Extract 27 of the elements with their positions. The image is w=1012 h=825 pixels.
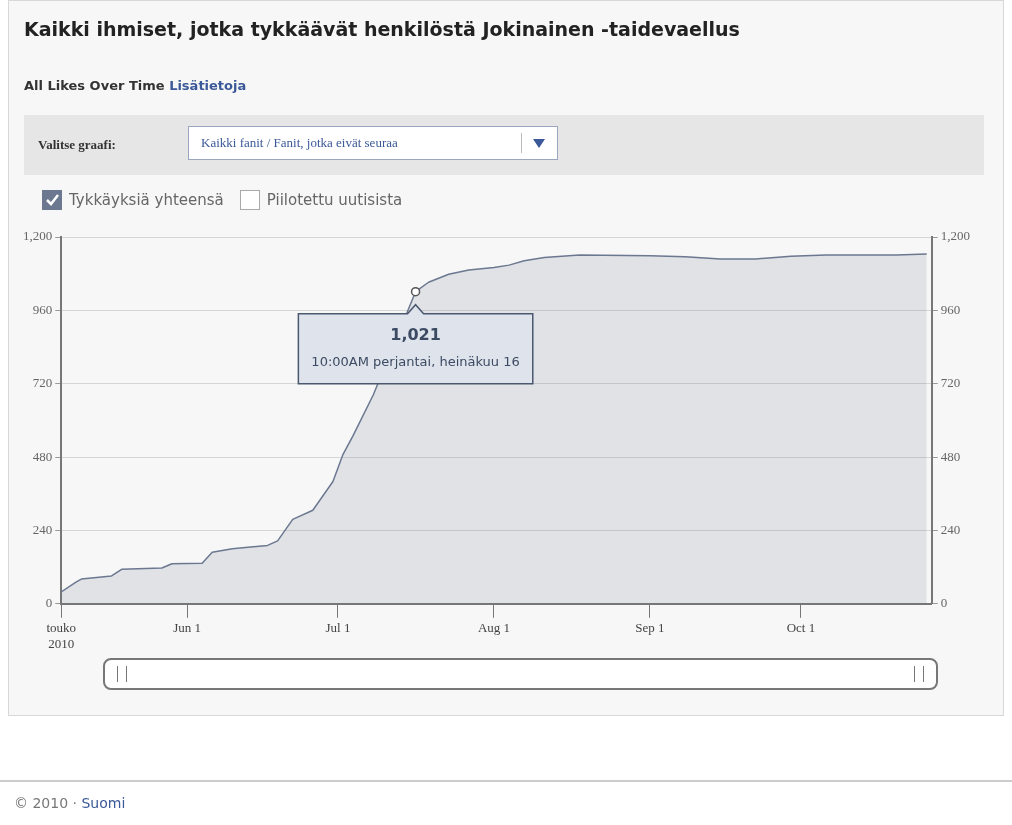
y2-tick-label: 240 bbox=[940, 521, 961, 537]
y-tick-label: 240 bbox=[32, 521, 53, 537]
y2-tick-label: 480 bbox=[940, 448, 961, 464]
x-tick-label: Oct 1 bbox=[786, 620, 816, 636]
x-tick-label: Aug 1 bbox=[477, 620, 511, 636]
x-tick-label: Jun 1 bbox=[173, 620, 201, 636]
text: Lisätietoja bbox=[169, 78, 247, 93]
y-tick-label: 0 bbox=[45, 595, 53, 611]
text: © 2010 · Suomi bbox=[14, 795, 126, 811]
text: Valitse graafi: bbox=[38, 137, 116, 153]
y2-tick-label: 960 bbox=[940, 301, 961, 317]
x-tick-label: touko 2010 bbox=[46, 620, 77, 651]
dropdown: Kaikki fanit / Fanit, jotka eivät seuraa bbox=[188, 126, 558, 160]
text: Piilotettu uutisista bbox=[266, 191, 403, 209]
y-tick-label: 1,200 bbox=[23, 228, 53, 244]
y2-tick-label: 720 bbox=[940, 375, 961, 391]
x-tick-label: Sep 1 bbox=[635, 620, 665, 636]
annotation: 1,021 10:00AM perjantai, heinäkuu 16 bbox=[311, 324, 520, 369]
y-tick-label: 720 bbox=[32, 375, 53, 391]
y2-tick-label: 1,200 bbox=[940, 228, 970, 244]
legend-label: Tykkäyksiä yhteensä bbox=[69, 191, 224, 209]
y2-tick-label: 0 bbox=[940, 595, 948, 611]
chart-subtitle: All Likes Over Time bbox=[24, 78, 165, 93]
chart-title: Kaikki ihmiset, jotka tykkäävät henkilöstä Jokinainen -taidevaellus bbox=[24, 18, 740, 40]
y-tick-label: 480 bbox=[32, 448, 53, 464]
y-tick-label: 960 bbox=[32, 301, 53, 317]
x-tick-label: Jul 1 bbox=[325, 620, 351, 636]
